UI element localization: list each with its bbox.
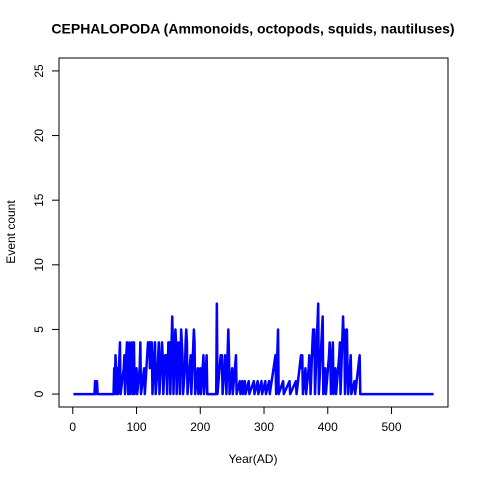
x-tick-label: 300 xyxy=(254,420,274,434)
y-tick-label: 25 xyxy=(32,64,46,78)
chart-title: CEPHALOPODA (Ammonoids, octopods, squids… xyxy=(51,21,454,37)
data-line xyxy=(73,302,434,396)
x-axis-label: Year(AD) xyxy=(229,452,278,466)
x-tick-label: 500 xyxy=(382,420,402,434)
y-tick-label: 0 xyxy=(32,390,46,397)
y-axis-label: Event count xyxy=(4,200,18,264)
y-tick-label: 15 xyxy=(32,193,46,207)
x-tick-label: 200 xyxy=(190,420,210,434)
x-tick-label: 0 xyxy=(69,420,76,434)
y-tick-label: 10 xyxy=(32,258,46,272)
x-tick-label: 100 xyxy=(127,420,147,434)
y-tick-label: 5 xyxy=(32,326,46,333)
y-tick-label: 20 xyxy=(32,129,46,143)
x-tick-label: 400 xyxy=(318,420,338,434)
plot-frame xyxy=(58,57,449,408)
